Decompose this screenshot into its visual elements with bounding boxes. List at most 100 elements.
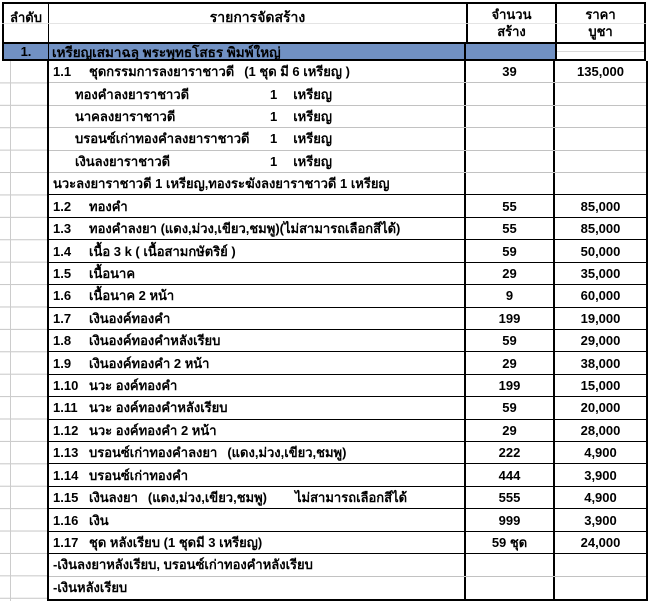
item-quantity: 199 xyxy=(498,378,521,394)
item-quantity-cell: 444 xyxy=(466,464,555,486)
item-description-cell: 1.2 ทองคำ xyxy=(49,195,466,217)
item-price-cell xyxy=(555,151,646,172)
item-quantity-cell: 55 xyxy=(466,217,555,240)
item-quantity-cell: 199 xyxy=(466,374,555,397)
item-quantity: 999 xyxy=(498,512,521,528)
table-row: นาคลงยาราชาวดี 1 เหรียญ xyxy=(49,105,646,129)
item-quantity-cell: 222 xyxy=(466,442,555,464)
item-description-cell: 1.12 นวะ องค์ทองคำ 2 หน้า xyxy=(49,419,466,442)
section-price-cell xyxy=(557,44,644,59)
item-quantity: 59 ชุด xyxy=(491,534,528,550)
item-description-cell: 1.3 ทองคำลงยา (แดง,ม่วง,เขียว,ชมพู)(ไม่สา… xyxy=(49,217,466,240)
item-quantity: 59 xyxy=(502,243,517,259)
item-description-cell: 1.17 ชุด หลังเรียบ (1 ชุดมี 3 เหรียญ) xyxy=(49,531,466,554)
item-name: นวะ องค์ทองคำ 2 หน้า xyxy=(89,422,217,438)
item-quantity: 55 xyxy=(502,221,517,237)
item-description-cell: 1.5 เนื้อนาค xyxy=(49,262,466,285)
item-price-cell: 24,000 xyxy=(555,532,646,553)
table-row: 1.8 เงินองค์ทองคำหลังเรียบ 59 29,000 xyxy=(49,329,646,353)
item-price: 35,000 xyxy=(580,265,621,281)
section-number: 1. xyxy=(20,44,32,59)
item-number: 1.9 xyxy=(53,355,72,371)
header-items-label: รายการจัดสร้าง xyxy=(209,9,306,25)
item-note: (แดง,ม่วง,เขียว,ชมพู) xyxy=(147,490,268,506)
item-quantity: 29 xyxy=(502,355,517,371)
item-name: -เงินลงยาหลังเรียบ, บรอนซ์เก่าทองคำหลังเ… xyxy=(53,557,313,573)
item-name: ทองคำ xyxy=(89,198,128,214)
item-quantity: 555 xyxy=(498,490,521,506)
left-gutter-vertical-gridline xyxy=(10,61,11,601)
item-description-cell: 1.14 บรอนซ์เก่าทองคำ xyxy=(49,464,466,486)
table-row: 1.14 บรอนซ์เก่าทองคำ 444 3,900 xyxy=(49,464,646,487)
item-name: บรอนซ์เก่าทองคำ xyxy=(89,467,189,483)
item-quantity-cell xyxy=(466,554,555,576)
item-description-cell: 1.9 เงินองค์ทองคำ 2 หน้า xyxy=(49,352,466,374)
item-quantity: 55 xyxy=(502,198,517,214)
item-name: นวะ องค์ทองคำ xyxy=(89,378,178,394)
item-price: 50,000 xyxy=(580,243,621,259)
item-price-cell: 20,000 xyxy=(555,397,646,418)
item-price: 29,000 xyxy=(580,333,621,349)
sub-item-unit: เหรียญ xyxy=(293,109,332,125)
item-price-cell: 15,000 xyxy=(555,375,646,396)
item-price-cell: 19,000 xyxy=(555,308,646,329)
item-name: เนื้อนาค 2 หน้า xyxy=(89,288,175,304)
item-quantity-cell: 29 xyxy=(466,262,555,285)
item-quantity-cell: 9 xyxy=(466,285,555,307)
item-description-cell: เงินลงยาราชาวดี 1 เหรียญ xyxy=(49,150,466,173)
item-price: 24,000 xyxy=(580,534,621,550)
item-price-cell: 3,900 xyxy=(555,509,646,530)
item-quantity-cell xyxy=(466,105,555,128)
table-row: 1.16 เงิน 999 3,900 xyxy=(49,509,646,532)
item-description-cell: 1.15 เงินลงยา (แดง,ม่วง,เขียว,ชมพู) ไม่สามา… xyxy=(49,486,466,509)
item-description-cell: 1.4 เนื้อ 3 k ( เนื้อสามกษัตริย์ ) xyxy=(49,240,466,262)
item-quantity: 9 xyxy=(505,288,514,304)
item-quantity-cell: 59 xyxy=(466,329,555,352)
header-price-line2: บูชา xyxy=(588,24,613,39)
table-row: 1.1 ชุดกรรมการลงยาราชาวดี (1 ชุด มี 6 เหรี… xyxy=(49,61,646,84)
item-price: 19,000 xyxy=(580,310,621,326)
item-quantity: 29 xyxy=(502,265,517,281)
item-number: 1.15 xyxy=(53,490,79,506)
item-number: 1.3 xyxy=(53,221,72,237)
item-description-cell: บรอนซ์เก่าทองคำลงยาราชาวดี 1 เหรียญ xyxy=(49,128,466,150)
table-row: 1.3 ทองคำลงยา (แดง,ม่วง,เขียว,ชมพู)(ไม่สา… xyxy=(49,217,646,241)
item-number: 1.6 xyxy=(53,288,72,304)
item-number: 1.14 xyxy=(53,467,79,483)
rows-container: 1.1 ชุดกรรมการลงยาราชาวดี (1 ชุด มี 6 เหรี… xyxy=(47,61,648,601)
item-description-cell: นาคลงยาราชาวดี 1 เหรียญ xyxy=(49,105,466,128)
item-description-cell: -เงินลงยาหลังเรียบ, บรอนซ์เก่าทองคำหลังเ… xyxy=(49,554,466,576)
item-description-cell: 1.10 นวะ องค์ทองคำ xyxy=(49,374,466,397)
item-quantity-cell: 29 xyxy=(466,419,555,442)
item-price-cell: 38,000 xyxy=(555,352,646,373)
item-quantity: 59 xyxy=(502,333,517,349)
item-name: -เงินหลังเรียบ xyxy=(53,580,128,596)
item-quantity-cell: 59 xyxy=(466,397,555,419)
table-row: 1.15 เงินลงยา (แดง,ม่วง,เขียว,ชมพู) ไม่สามา… xyxy=(49,486,646,510)
item-quantity-cell: 29 xyxy=(466,352,555,374)
sub-item-count: 1 xyxy=(270,153,278,169)
section-row: 1. เหรียญเสมาฉลุ พระพุทธโสธร พิมพ์ใหญ่ xyxy=(2,44,646,61)
section-quantity-cell xyxy=(466,44,557,59)
item-price-cell: 28,000 xyxy=(555,420,646,441)
item-price-cell xyxy=(555,83,646,104)
item-name: บรอนซ์เก่าทองคำลงยา xyxy=(89,445,218,461)
item-price-cell: 4,900 xyxy=(555,487,646,508)
table-row: 1.10 นวะ องค์ทองคำ 199 15,000 xyxy=(49,374,646,398)
sub-item-name: เงินลงยาราชาวดี xyxy=(75,153,171,169)
item-quantity: 444 xyxy=(498,467,521,483)
item-name: เงินองค์ทองคำ 2 หน้า xyxy=(89,355,210,371)
item-quantity: 29 xyxy=(502,422,517,438)
section-title: เหรียญเสมาฉลุ พระพุทธโสธร พิมพ์ใหญ่ xyxy=(52,44,281,60)
item-quantity-cell: 59 ชุด xyxy=(466,531,555,554)
item-price: 4,900 xyxy=(584,445,617,461)
item-name: นวะลงยาราชาวดี 1 เหรียญ,ทองระฆังลงยาราชา… xyxy=(53,176,390,192)
sub-item-unit: เหรียญ xyxy=(293,153,332,169)
header-quantity-line2: สร้าง xyxy=(497,24,526,39)
item-name: ทองคำลงยา (แดง,ม่วง,เขียว,ชมพู)(ไม่สามาร… xyxy=(89,221,401,237)
item-description-cell: -เงินหลังเรียบ xyxy=(49,576,466,599)
item-price: 4,900 xyxy=(584,490,617,506)
item-price: 3,900 xyxy=(584,512,617,528)
section-price-gridline xyxy=(557,51,644,52)
